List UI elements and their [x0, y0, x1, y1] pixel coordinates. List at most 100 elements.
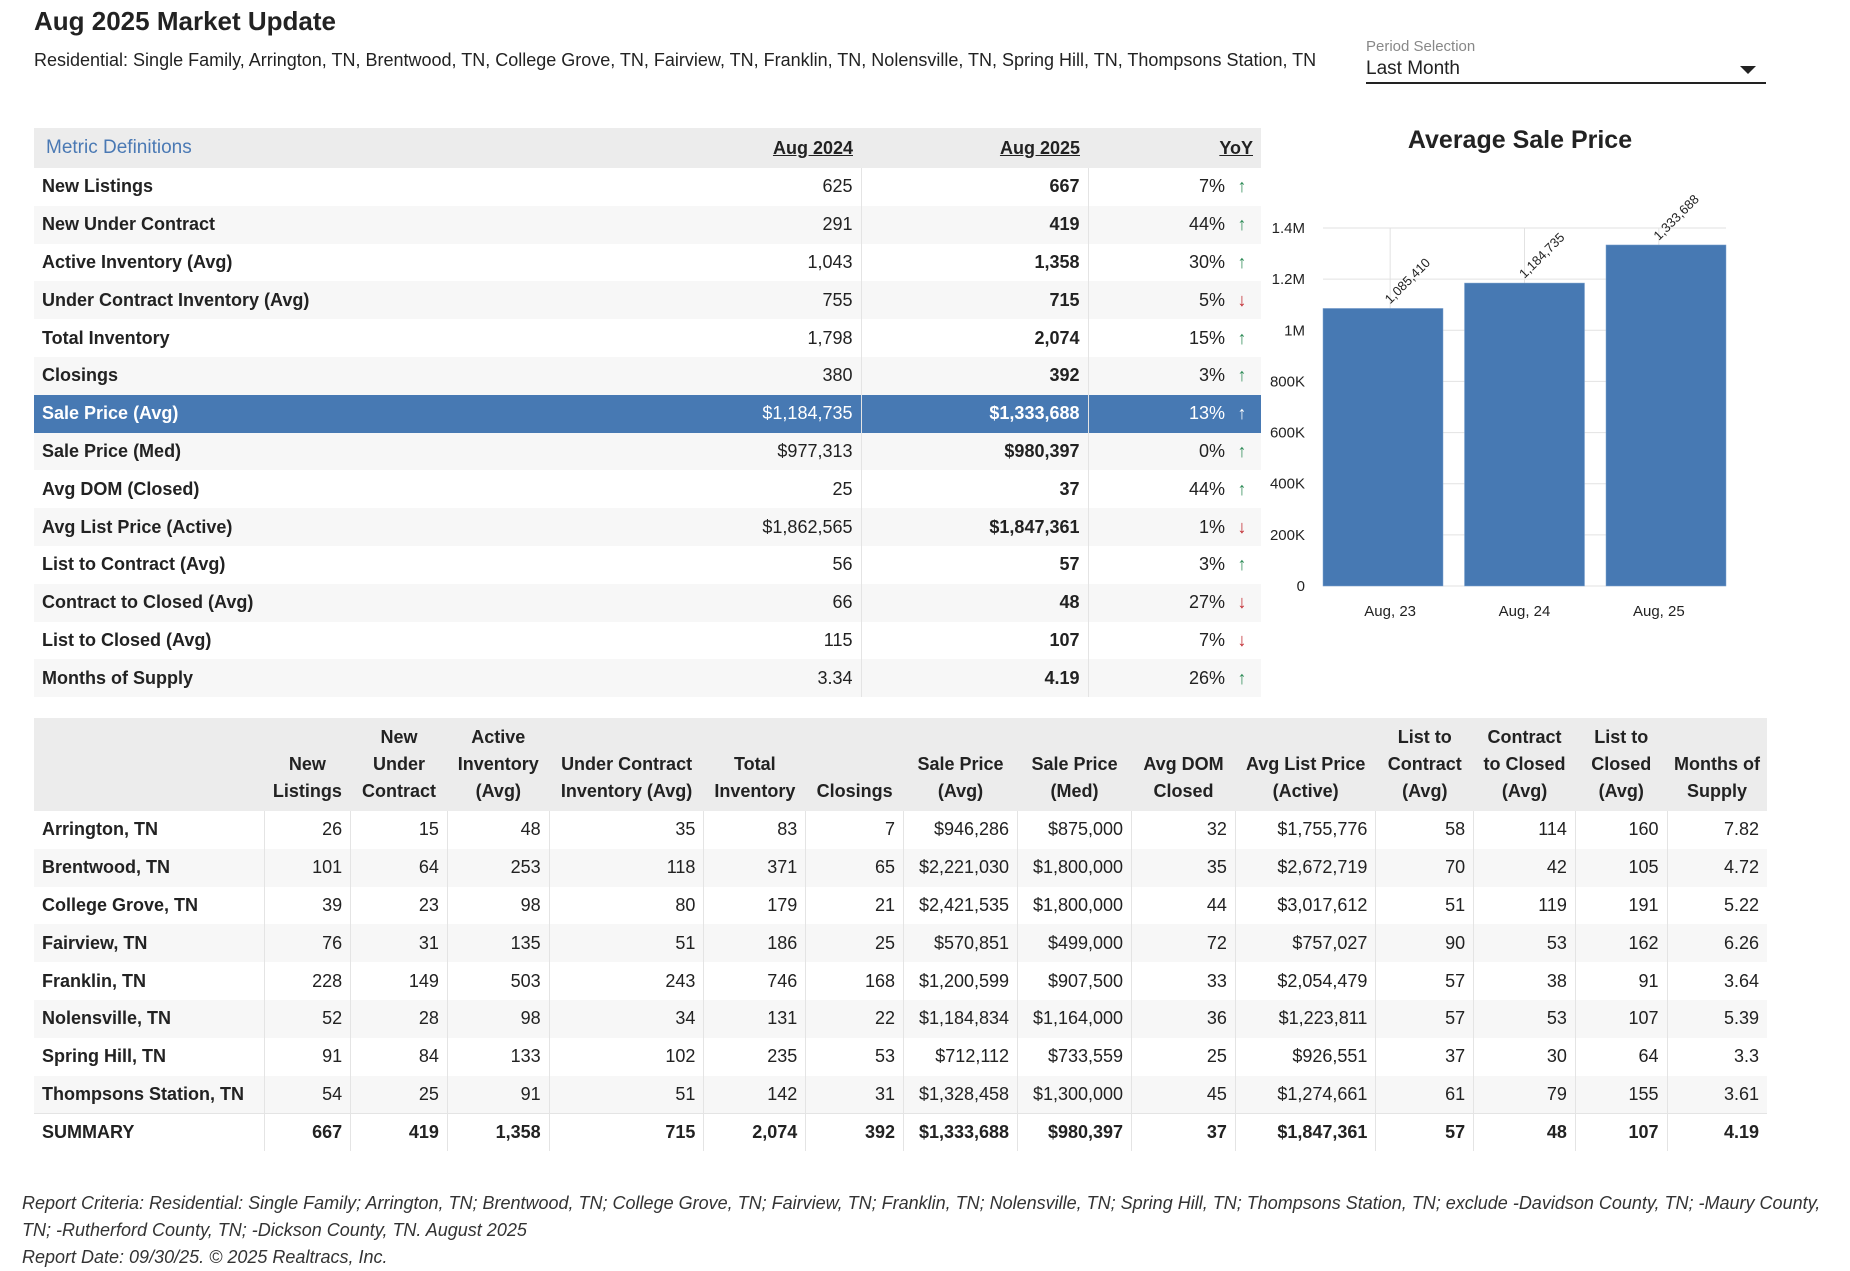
metric-row[interactable]: Total Inventory 1,798 2,074 15% ↑ — [34, 319, 1261, 357]
metric-yoy-value: 3% — [1198, 365, 1225, 386]
metric-name: Avg List Price (Active) — [34, 508, 634, 546]
page-title: Aug 2025 Market Update — [34, 6, 336, 36]
areas-header-row: New Listings New Under Contract Active Inv… — [34, 718, 1767, 811]
metric-name: List to Closed (Avg) — [42, 629, 212, 650]
area-cell: $1,800,000 — [1017, 886, 1132, 925]
area-cell: 84 — [350, 1037, 448, 1076]
areas-column-header[interactable]: Contract to Closed (Avg) — [1473, 718, 1576, 811]
metric-row[interactable]: Months of Supply 3.34 4.19 26% ↑ — [34, 659, 1261, 698]
metric-definitions-link[interactable]: Metric Definitions — [34, 128, 634, 168]
area-cell: 37 — [1375, 1037, 1474, 1076]
area-cell: 235 — [703, 1037, 806, 1076]
area-row: Arrington, TN 26 15 48 35 83 7 $946,286 $875,000… — [34, 811, 1767, 849]
metric-curr-value: 419 — [860, 205, 1088, 244]
arrow-up-icon: ↑ — [1237, 176, 1247, 197]
area-cell: 30 — [1473, 1037, 1576, 1076]
areas-column-header[interactable]: Active Inventory (Avg) — [447, 718, 550, 811]
metric-row[interactable]: Sale Price (Med) $977,313 $980,397 0% ↑ — [34, 432, 1261, 471]
metric-curr-value: 48 — [860, 583, 1088, 622]
metric-row[interactable]: New Under Contract 291 419 44% ↑ — [34, 205, 1261, 244]
metric-curr-value: 715 — [860, 281, 1088, 320]
area-cell: $1,164,000 — [1017, 999, 1132, 1038]
areas-column-header[interactable]: Avg DOM Closed — [1131, 718, 1236, 811]
area-name: Nolensville, TN — [34, 999, 265, 1038]
area-cell: 61 — [1375, 1075, 1474, 1114]
metric-row[interactable]: Active Inventory (Avg) 1,043 1,358 30% ↑ — [34, 243, 1261, 282]
area-cell: $875,000 — [1017, 811, 1132, 849]
area-cell: $1,184,834 — [902, 999, 1018, 1038]
area-cell: 38 — [1473, 962, 1576, 1000]
area-cell: 57 — [1375, 962, 1474, 1000]
metric-name: Sale Price (Med) — [34, 432, 634, 471]
area-cell: $499,000 — [1017, 924, 1132, 963]
areas-column-header[interactable]: Under Contract Inventory (Avg) — [549, 718, 704, 811]
x-tick-label: Aug, 25 — [1633, 603, 1685, 620]
metric-row[interactable]: List to Contract (Avg) 56 57 3% ↑ — [34, 545, 1261, 584]
metric-name: Active Inventory (Avg) — [42, 251, 233, 272]
area-cell: $926,551 — [1234, 1037, 1376, 1076]
areas-column-header[interactable]: New Under Contract — [350, 718, 448, 811]
metric-row[interactable]: Contract to Closed (Avg) 66 48 27% ↓ — [34, 583, 1261, 622]
metric-curr-value: 667 — [860, 168, 1088, 206]
areas-column-header[interactable]: List to Closed (Avg) — [1575, 718, 1668, 811]
areas-column-header[interactable]: Months of Supply — [1667, 718, 1767, 811]
bar — [1322, 308, 1444, 587]
area-cell: 102 — [548, 1037, 704, 1076]
area-cell: 53 — [805, 1037, 904, 1076]
metric-prev-value: $1,184,735 — [634, 394, 861, 433]
metric-row[interactable]: Avg DOM (Closed) 25 37 44% ↑ — [34, 470, 1261, 509]
metric-prev-value: 380 — [634, 356, 861, 395]
metric-curr-value: $1,333,688 — [860, 394, 1088, 433]
column-header-curr[interactable]: Aug 2025 — [861, 128, 1088, 168]
column-header-yoy[interactable]: YoY — [1088, 128, 1261, 168]
areas-column-header[interactable]: Total Inventory — [703, 718, 806, 811]
metric-row[interactable]: Sale Price (Avg) $1,184,735 $1,333,688 13% ↑ — [34, 394, 1261, 433]
area-cell: 98 — [446, 999, 550, 1038]
area-cell: 35 — [1131, 848, 1236, 887]
summary-cell: 419 — [350, 1112, 448, 1152]
area-name: Fairview, TN — [34, 924, 265, 963]
areas-column-header[interactable]: Sale Price (Avg) — [903, 718, 1018, 811]
chevron-down-icon[interactable] — [1740, 66, 1756, 74]
metric-row[interactable]: New Listings 625 667 7% ↑ — [34, 168, 1261, 206]
metric-curr-value: 4.19 — [860, 659, 1088, 698]
column-header-curr-label: Aug 2025 — [999, 137, 1080, 158]
area-cell: 135 — [446, 924, 550, 963]
metric-row[interactable]: Avg List Price (Active) $1,862,565 $1,847,… — [34, 508, 1261, 546]
metric-prev-value: 115 — [823, 629, 853, 650]
area-cell: 90 — [1375, 924, 1474, 963]
area-cell: 253 — [446, 848, 550, 887]
area-cell: $1,328,458 — [902, 1075, 1018, 1114]
metric-curr-value: $980,397 — [860, 432, 1088, 471]
metric-prev-value: 3.34 — [634, 659, 861, 698]
area-cell: 228 — [263, 962, 351, 1000]
area-cell: 160 — [1574, 811, 1668, 849]
metric-yoy-value: 13% — [1188, 403, 1225, 424]
areas-column-header[interactable]: New Listings — [264, 718, 351, 811]
area-cell: $1,223,811 — [1234, 999, 1376, 1038]
area-cell: 746 — [703, 962, 806, 1000]
area-cell: 76 — [263, 924, 351, 963]
area-cell: $2,221,030 — [902, 848, 1018, 887]
metric-yoy: 1% ↓ — [1087, 508, 1261, 546]
area-cell: $1,800,000 — [1017, 848, 1132, 887]
area-cell: $907,500 — [1017, 962, 1132, 1000]
period-select-dropdown[interactable]: Last Month — [1366, 58, 1766, 84]
column-header-prev[interactable]: Aug 2024 — [634, 128, 861, 168]
area-cell: 119 — [1473, 886, 1576, 925]
metric-row[interactable]: Under Contract Inventory (Avg) 755 715 5% ↓ — [34, 281, 1261, 320]
metric-yoy-value: 3% — [1198, 554, 1225, 575]
area-cell: 15 — [350, 811, 448, 849]
areas-column-header[interactable]: Sale Price (Med) — [1017, 718, 1132, 811]
metric-yoy-value: 1% — [1198, 516, 1225, 537]
summary-cell: 48 — [1473, 1112, 1576, 1152]
summary-cell: 715 — [548, 1112, 704, 1152]
metric-row[interactable]: List to Closed (Avg) 115 107 7% ↓ — [34, 621, 1261, 660]
metric-row[interactable]: Closings 380 392 3% ↑ — [34, 356, 1261, 395]
area-cell: 64 — [350, 848, 448, 887]
areas-column-header[interactable]: Avg List Price (Active) — [1235, 718, 1376, 811]
summary-cell: 2,074 — [703, 1112, 806, 1152]
areas-column-header[interactable]: Closings — [805, 718, 904, 811]
areas-column-header[interactable]: List to Contract (Avg) — [1375, 718, 1474, 811]
areas-column-header[interactable] — [34, 718, 265, 811]
